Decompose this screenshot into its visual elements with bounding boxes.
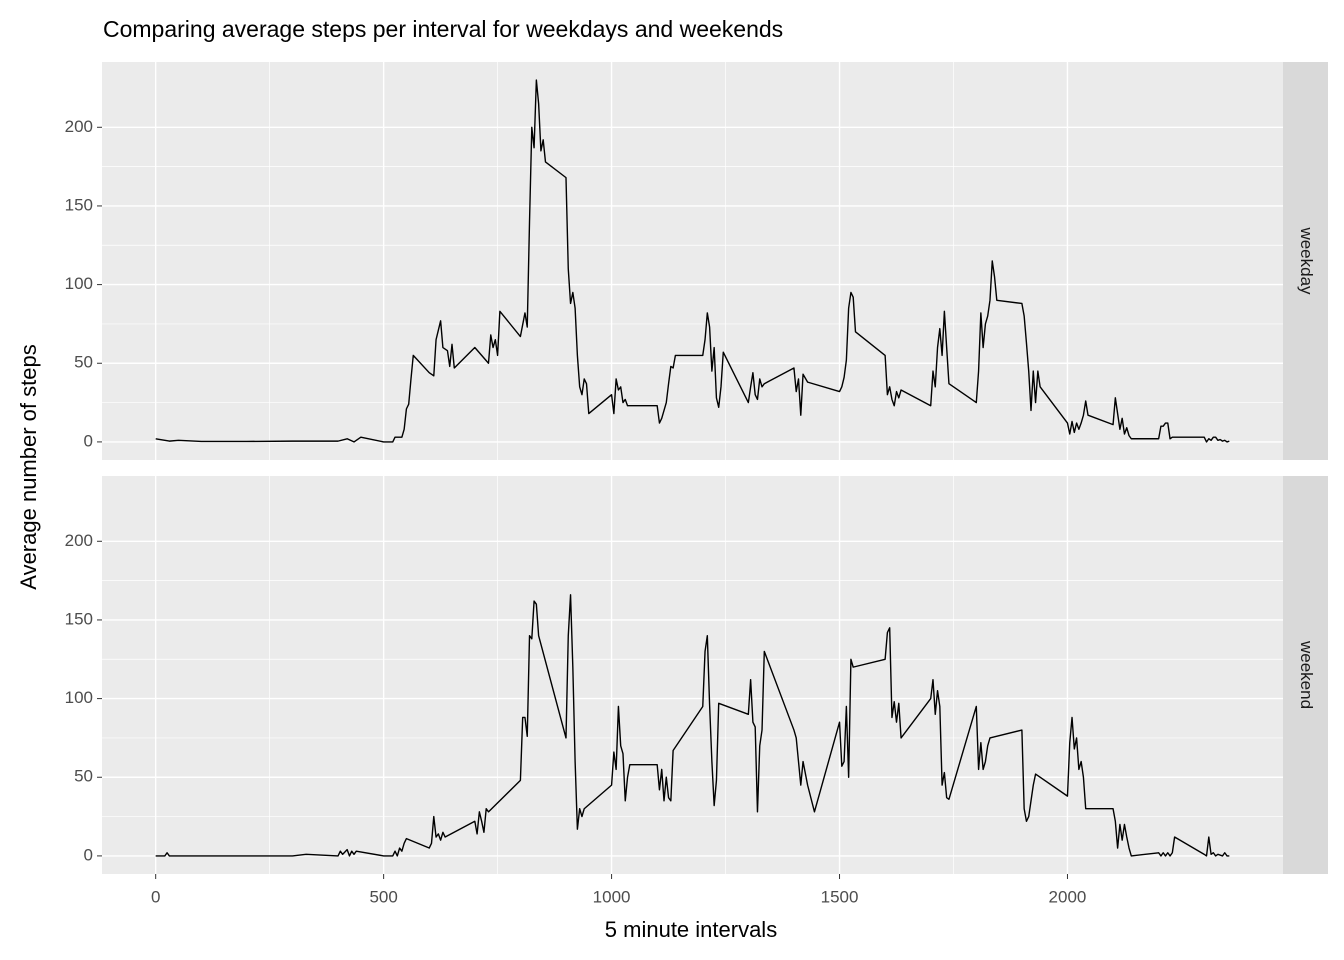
facet-label: weekend [1297,640,1316,709]
panel-background [102,476,1283,874]
x-tick-label: 1000 [593,887,631,906]
y-tick-label: 100 [65,274,93,293]
y-tick-label: 50 [74,767,93,786]
panel-background [102,62,1283,460]
chart-title: Comparing average steps per interval for… [103,16,783,42]
x-tick-label: 2000 [1049,887,1087,906]
x-tick-label: 500 [369,887,397,906]
y-axis-title: Average number of steps [16,344,41,589]
y-tick-label: 150 [65,195,93,214]
y-tick-label: 0 [84,431,93,450]
x-tick-label: 1500 [821,887,859,906]
y-tick-label: 50 [74,353,93,372]
x-tick-label: 0 [151,887,160,906]
y-tick-label: 100 [65,688,93,707]
y-tick-label: 200 [65,531,93,550]
data-line [155,79,1230,443]
data-line [155,594,1230,857]
facet-strip [1283,62,1328,460]
y-tick-label: 150 [65,609,93,628]
facet-strip [1283,476,1328,874]
y-tick-label: 200 [65,117,93,136]
y-tick-label: 0 [84,845,93,864]
facet-label: weekday [1297,226,1316,295]
x-axis-title: 5 minute intervals [605,917,777,942]
